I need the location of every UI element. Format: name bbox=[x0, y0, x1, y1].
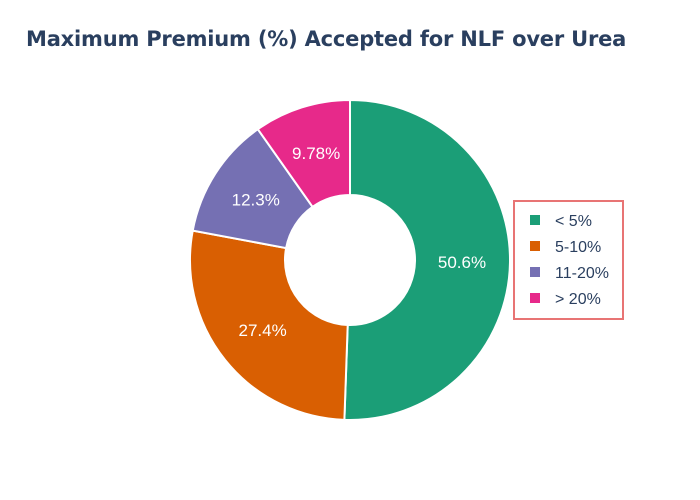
legend-label[interactable]: < 5% bbox=[555, 213, 592, 230]
legend-label[interactable]: 5-10% bbox=[555, 239, 601, 256]
legend-swatch[interactable] bbox=[530, 293, 540, 303]
slice-5-10[interactable] bbox=[189, 229, 349, 421]
legend-label[interactable]: 11-20% bbox=[555, 265, 609, 282]
slice-20[interactable] bbox=[256, 98, 351, 209]
slice-labels: 50.6% 27.4% 12.3% 9.78% bbox=[232, 144, 486, 340]
legend-swatch[interactable] bbox=[530, 241, 540, 251]
slice-label: 9.78% bbox=[292, 144, 340, 163]
legend-swatch[interactable] bbox=[530, 215, 540, 225]
chart-title: Maximum Premium (%) Accepted for NLF ove… bbox=[26, 27, 627, 51]
legend: < 5% 5-10% 11-20% > 20% bbox=[513, 200, 624, 320]
legend-label[interactable]: > 20% bbox=[555, 291, 601, 308]
legend-swatch[interactable] bbox=[530, 267, 540, 277]
donut-slices bbox=[189, 98, 511, 421]
slice-label: 12.3% bbox=[232, 190, 280, 209]
slice-label: 27.4% bbox=[238, 321, 286, 340]
slice-5[interactable] bbox=[343, 98, 511, 421]
slice-label: 50.6% bbox=[438, 253, 486, 272]
